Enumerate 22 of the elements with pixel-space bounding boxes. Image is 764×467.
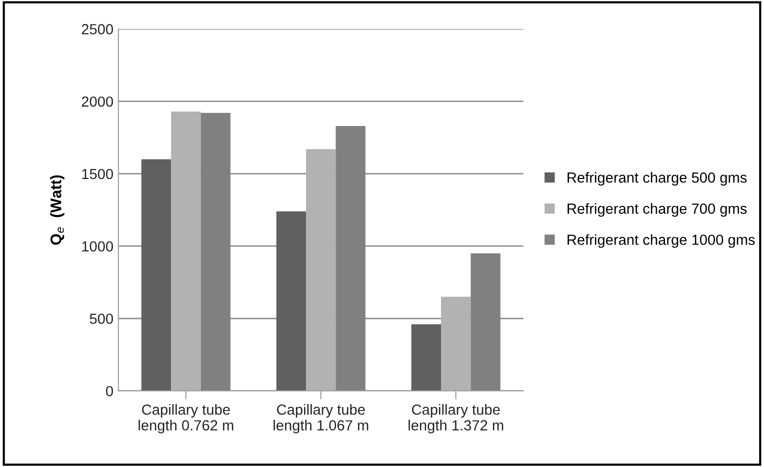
legend-label: Refrigerant charge 1000 gms	[568, 234, 755, 248]
x-tick-label: Capillary tube length 0.762 m	[138, 404, 234, 434]
y-tick-label: 2000	[82, 96, 113, 107]
bar	[171, 111, 201, 391]
y-tick-label: 2500	[82, 24, 113, 34]
bar	[336, 126, 366, 391]
y-tick-label: 1000	[82, 241, 113, 252]
bar	[200, 112, 230, 391]
y-tick-label: 500	[90, 314, 113, 324]
bar	[441, 296, 471, 391]
x-tick-label: Capillary tube length 1.067 m	[274, 404, 368, 434]
bar	[411, 324, 442, 391]
legend-label: Refrigerant charge 500 gms	[568, 172, 747, 186]
legend-label: Refrigerant charge 700 gms	[568, 203, 747, 217]
bar	[276, 211, 306, 391]
y-axis-title: Q$_{e}$ (Watt)	[50, 175, 64, 245]
x-tick-label: Capillary tube length 1.372 m	[408, 404, 504, 434]
bar	[470, 253, 500, 391]
bar	[306, 149, 336, 391]
bar	[141, 159, 172, 391]
y-tick-label: 1500	[82, 168, 113, 180]
y-tick-label: 0	[106, 386, 113, 396]
